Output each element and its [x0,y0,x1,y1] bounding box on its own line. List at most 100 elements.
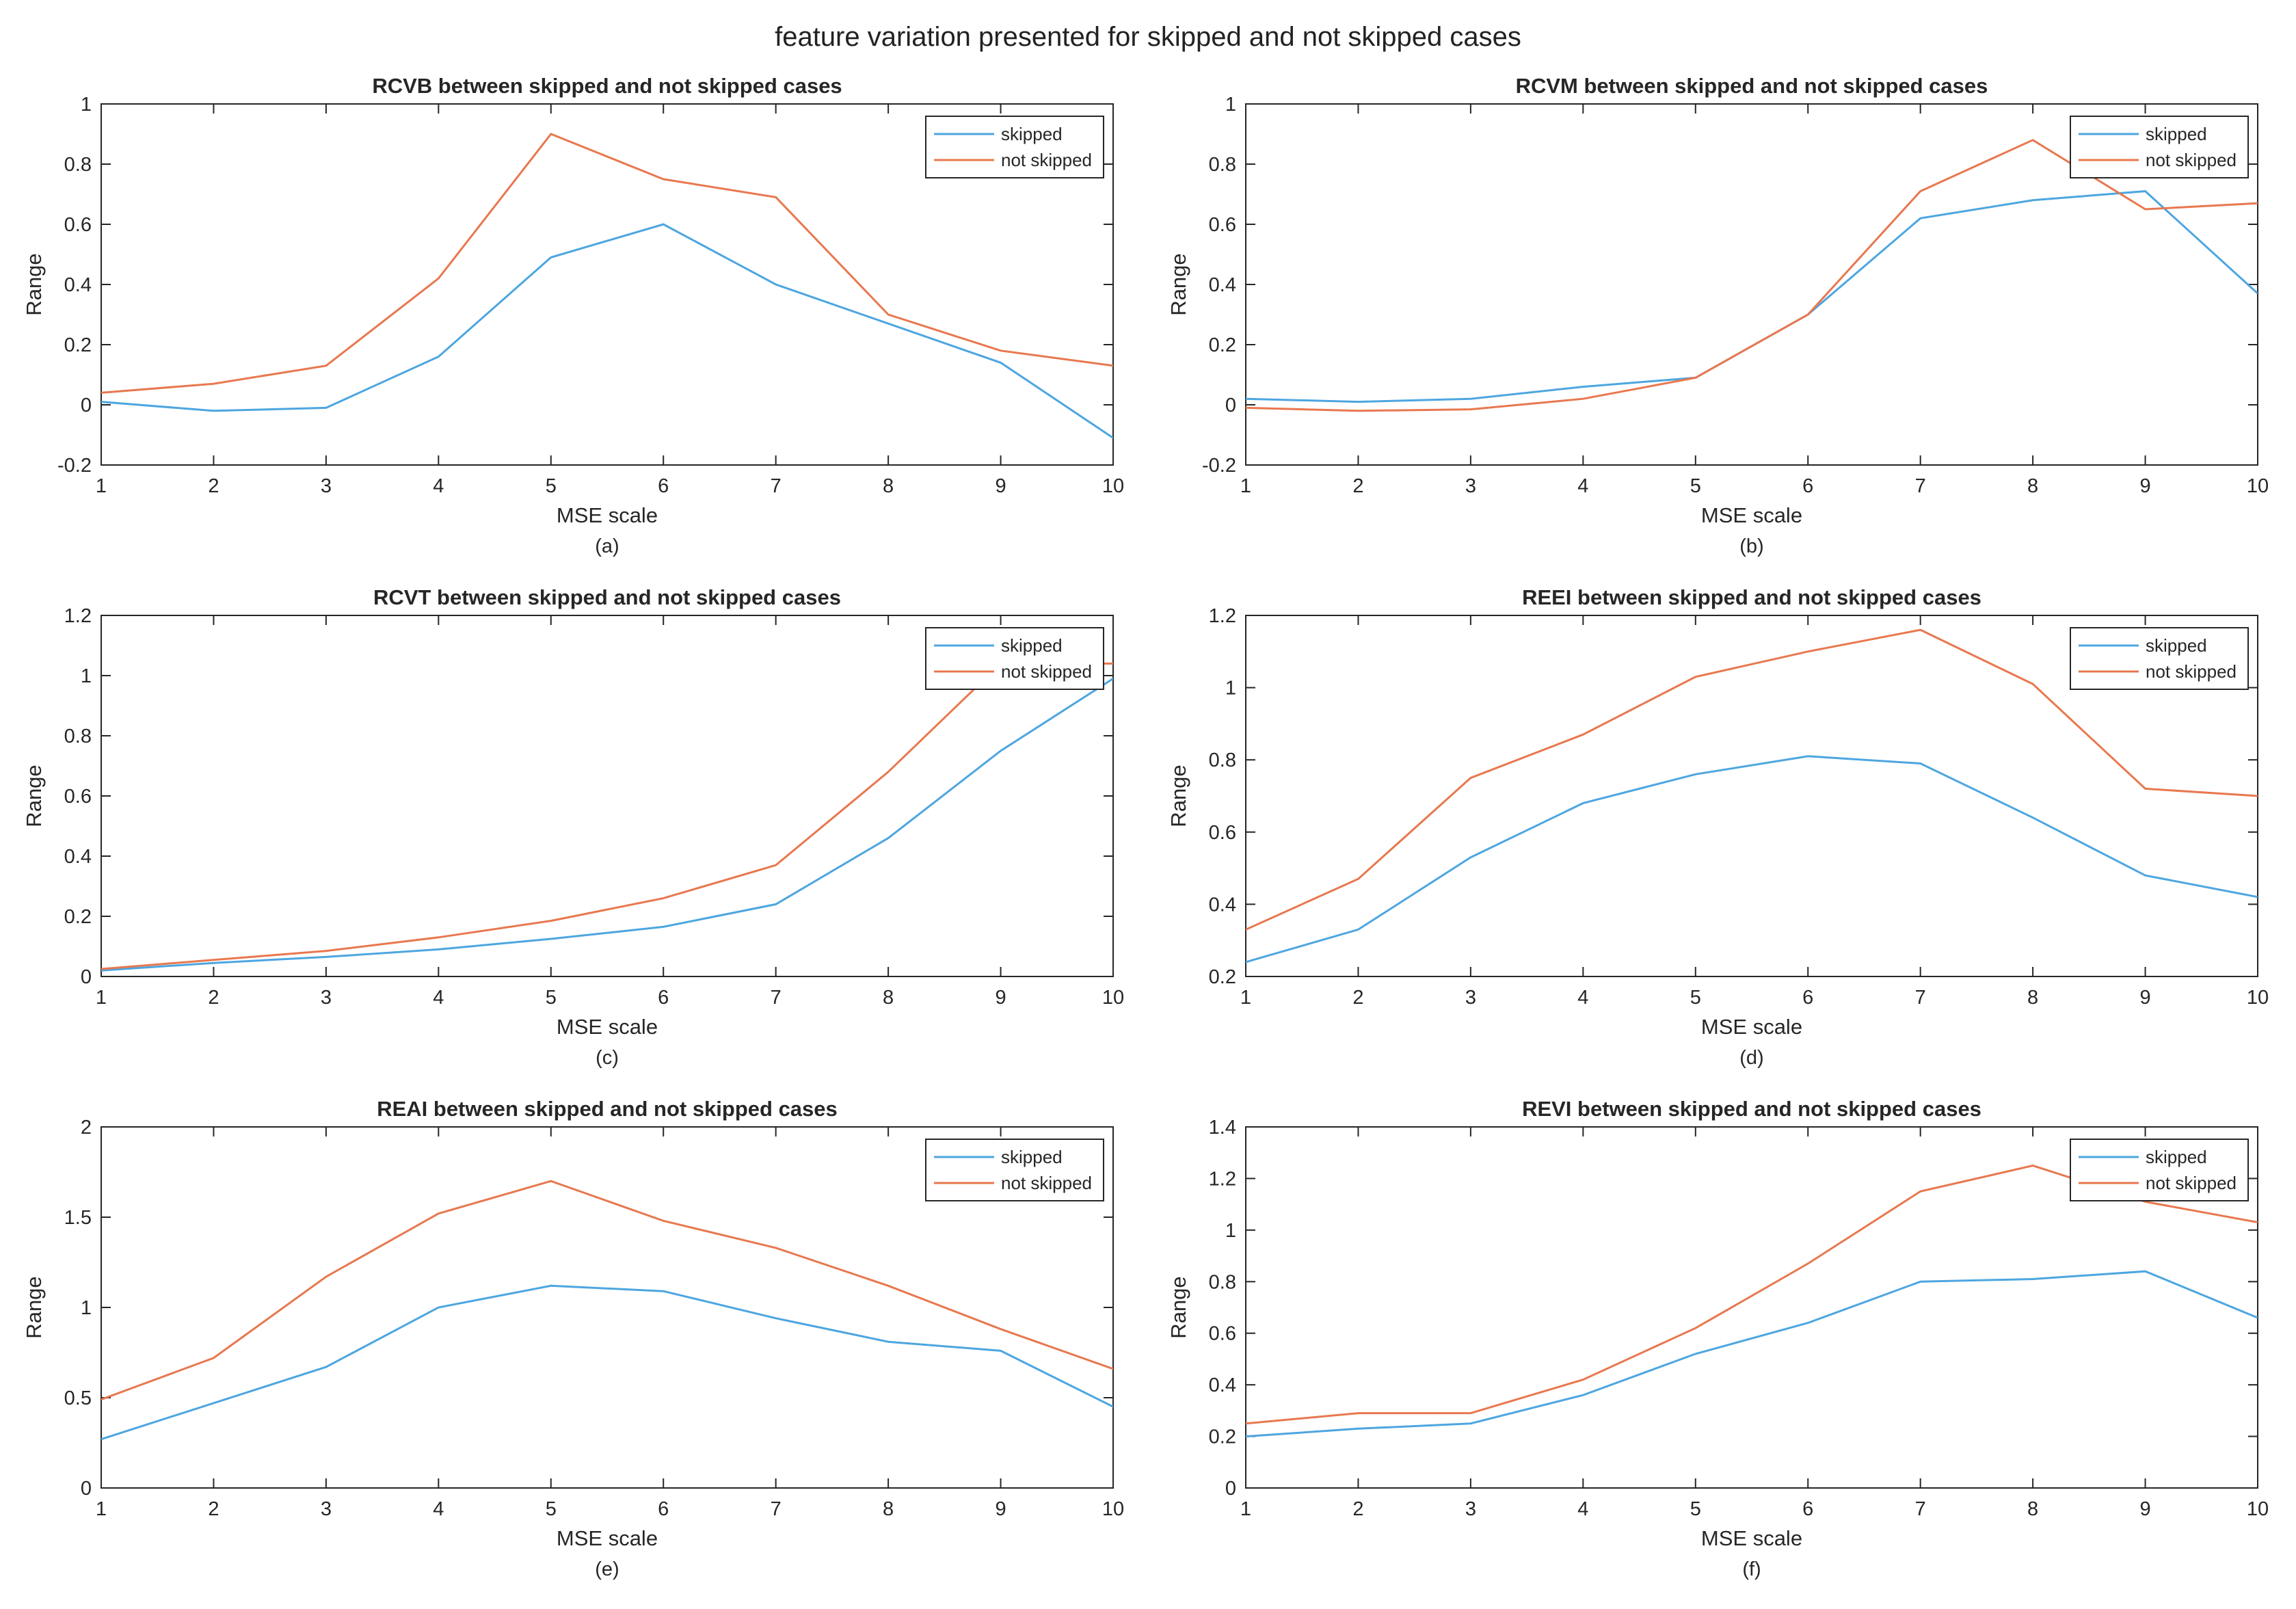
y-tick-label: 0.2 [1209,334,1236,356]
chart-caption: (e) [595,1558,619,1580]
y-axis-label: Range [1166,253,1190,315]
x-tick-label: 3 [321,475,332,497]
legend: skipped not skipped [925,116,1104,178]
y-tick-label: 0 [1225,1478,1236,1500]
legend-label: not skipped [2146,1173,2237,1193]
x-axis-label: MSE scale [557,1526,658,1550]
chart-title: REEI between skipped and not skipped cas… [1522,585,1981,609]
y-tick-label: 0.8 [1209,1271,1236,1293]
x-tick-label: 3 [321,987,332,1009]
chart-caption: (c) [596,1047,619,1069]
legend-label: not skipped [2146,150,2237,170]
y-tick-label: 1 [81,665,92,687]
y-tick-label: 0.4 [1209,274,1236,296]
x-tick-label: 4 [433,987,444,1009]
legend-label: not skipped [1001,1173,1092,1193]
series-line-not-skipped [1246,628,2258,931]
x-tick-label: 9 [995,475,1006,497]
x-tick-label: 4 [433,475,444,497]
chart-title: RCVM between skipped and not skipped cas… [1516,74,1988,98]
x-tick-label: 7 [771,987,782,1009]
x-tick-label: 9 [2139,987,2150,1009]
y-tick-label: 0.2 [64,334,92,356]
chart-d: 1 2 3 4 5 6 7 8 9 10 0.2 0.4 0.6 0.8 1 1.2 REEI between … [1166,585,2269,1069]
series-line-not-skipped [101,1180,1113,1401]
x-tick-label: 1 [1240,475,1251,497]
chart-e: 1 2 3 4 5 6 7 8 9 10 0 0.5 1 1.5 2 REAI between skipped… [22,1097,1124,1580]
y-tick-label: 0.6 [1209,822,1236,844]
x-tick-label: 9 [995,1498,1006,1520]
x-tick-label: 10 [2247,475,2269,497]
x-tick-label: 2 [1352,475,1363,497]
y-tick-label: 0.5 [64,1387,92,1409]
y-tick-label: 0 [81,1478,92,1500]
legend-label: not skipped [1001,150,1092,170]
legend: skipped not skipped [2070,116,2249,178]
legend-label: skipped [2146,124,2207,144]
y-tick-label: 1 [81,94,92,116]
legend: skipped not skipped [925,627,1104,690]
y-tick-label: 0.4 [64,274,92,296]
x-tick-label: 4 [1577,475,1588,497]
x-axis-label: MSE scale [1701,1015,1802,1039]
chart-caption: (f) [1742,1558,1761,1580]
y-tick-label: 0.4 [1209,1374,1236,1396]
chart-f: 1 2 3 4 5 6 7 8 9 10 0 0.2 0.4 0.6 0.8 1 1.2 1.4 REVI betw… [1166,1097,2269,1580]
y-tick-label: 0.6 [1209,214,1236,236]
legend-label: not skipped [1001,661,1092,682]
x-tick-label: 3 [1465,987,1476,1009]
legend: skipped not skipped [2070,1139,2249,1201]
x-tick-label: 7 [771,1498,782,1520]
y-tick-label: 0.6 [64,786,92,808]
legend-box [2070,627,2249,690]
x-tick-label: 2 [208,1498,219,1520]
x-axis-label: MSE scale [557,503,658,527]
legend-box [925,116,1104,178]
y-tick-label: 1.2 [1209,1168,1236,1190]
x-tick-label: 9 [995,987,1006,1009]
x-tick-label: 10 [1102,987,1124,1009]
legend-box [925,627,1104,690]
x-tick-label: 2 [1352,1498,1363,1520]
x-tick-label: 10 [2247,1498,2269,1520]
y-tick-label: 0 [81,395,92,416]
x-tick-label: 5 [1690,1498,1701,1520]
chart-title: RCVT between skipped and not skipped cas… [373,585,841,609]
x-tick-label: 9 [2139,1498,2150,1520]
y-tick-label: 1.5 [64,1207,92,1229]
x-tick-label: 1 [96,475,107,497]
x-tick-label: 5 [1690,987,1701,1009]
x-tick-label: 1 [96,987,107,1009]
x-tick-label: 5 [1690,475,1701,497]
chart-title: RCVB between skipped and not skipped cas… [372,74,842,98]
x-tick-label: 10 [2247,987,2269,1009]
y-axis-label: Range [22,1276,46,1338]
y-tick-label: 0 [81,966,92,988]
y-tick-label: 0.2 [1209,966,1236,988]
x-tick-label: 10 [1102,475,1124,497]
x-tick-label: 6 [658,987,669,1009]
x-tick-label: 7 [1915,1498,1926,1520]
x-axis-label: MSE scale [1701,1526,1802,1550]
y-tick-label: 1.2 [64,605,92,627]
x-tick-label: 3 [1465,475,1476,497]
legend: skipped not skipped [2070,627,2249,690]
y-tick-label: -0.2 [57,455,92,477]
y-tick-label: 1 [81,1297,92,1319]
legend: skipped not skipped [925,1139,1104,1201]
x-axis-label: MSE scale [1701,503,1802,527]
y-tick-label: 1 [1225,94,1236,116]
x-tick-label: 6 [1802,1498,1813,1520]
x-tick-label: 10 [1102,1498,1124,1520]
y-tick-label: 0 [1225,395,1236,416]
x-tick-label: 7 [1915,987,1926,1009]
y-tick-label: 0.6 [64,214,92,236]
x-tick-label: 3 [321,1498,332,1520]
figure-title: feature variation presented for skipped … [775,22,1521,52]
series-line-skipped [1246,1270,2258,1438]
legend-label: skipped [2146,1147,2207,1167]
x-tick-label: 6 [1802,475,1813,497]
x-tick-label: 2 [208,987,219,1009]
